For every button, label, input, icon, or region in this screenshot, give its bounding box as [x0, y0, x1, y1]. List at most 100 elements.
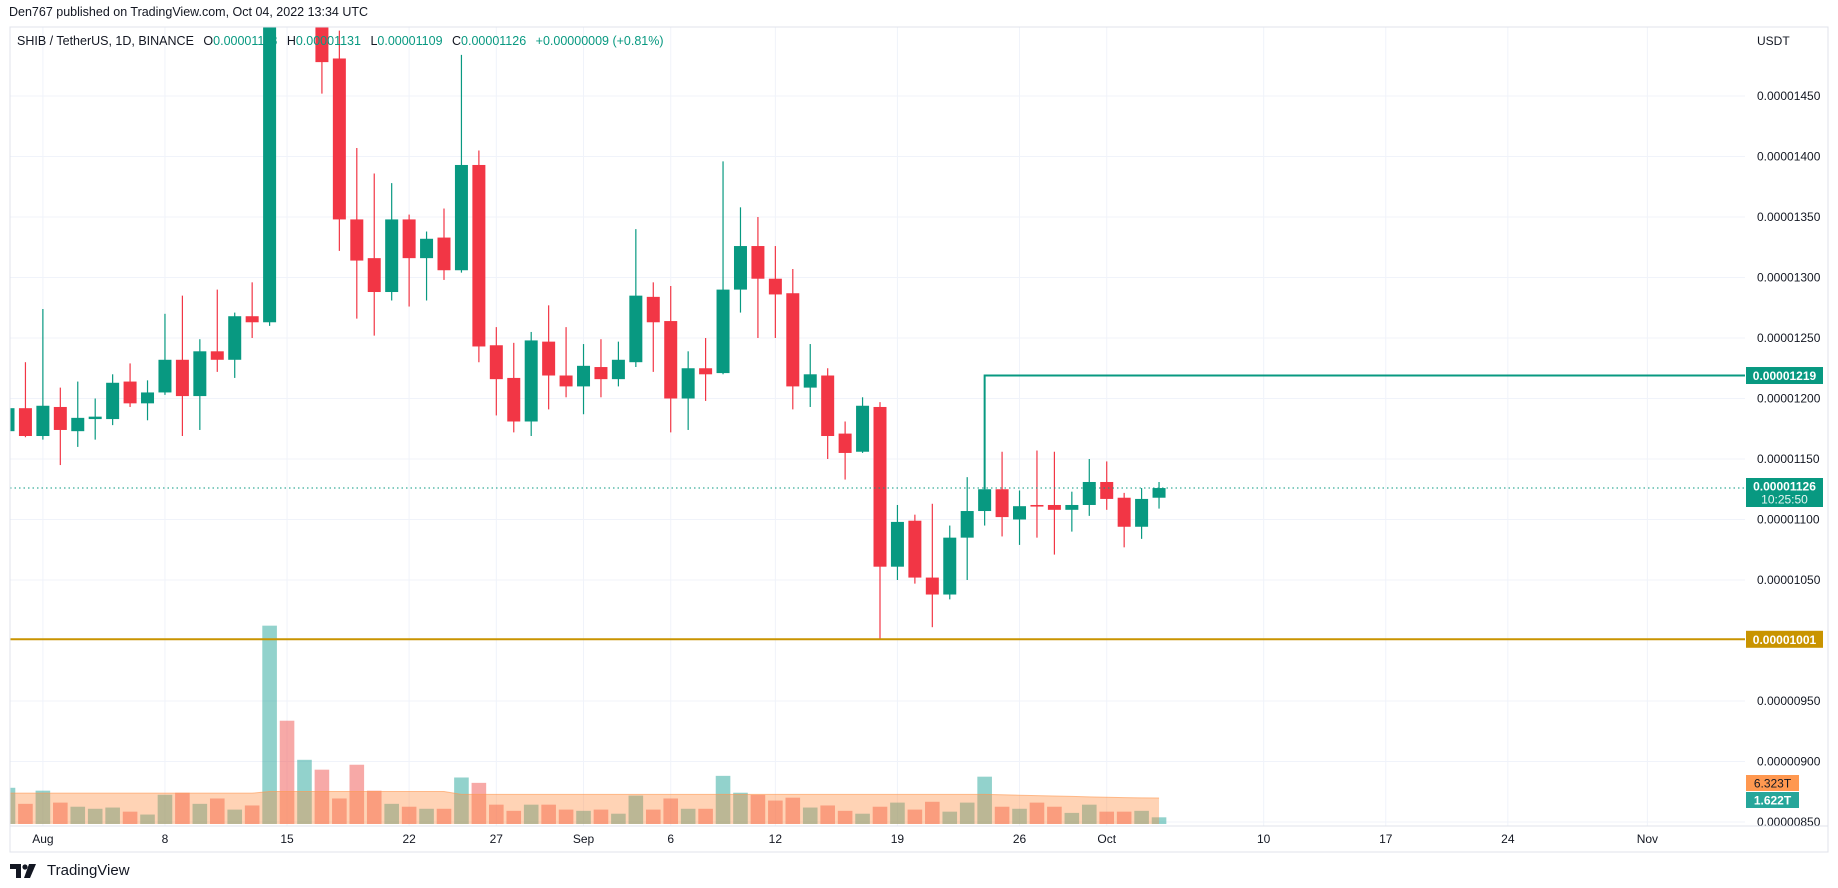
- volume-series: [10, 625, 1167, 824]
- candle[interactable]: [838, 421, 852, 480]
- candle[interactable]: [298, 0, 311, 23]
- candle[interactable]: [594, 339, 608, 398]
- candle[interactable]: [402, 214, 416, 307]
- candle[interactable]: [385, 183, 399, 301]
- candle[interactable]: [1152, 481, 1166, 509]
- candle[interactable]: [245, 282, 259, 338]
- candle[interactable]: [210, 289, 224, 372]
- volume-bar: [1081, 804, 1097, 824]
- candle[interactable]: [524, 331, 538, 437]
- price-axis[interactable]: USDT 0.00001450 0.00001400 0.00001350 0.0000…: [1746, 34, 1823, 829]
- candle[interactable]: [489, 327, 503, 416]
- volume-bar: [994, 806, 1010, 824]
- candle[interactable]: [315, 0, 329, 94]
- candle[interactable]: [1065, 491, 1079, 532]
- candle[interactable]: [1013, 490, 1027, 545]
- volume-bar: [279, 720, 295, 824]
- tradingview-logo-icon: [10, 863, 36, 878]
- candle[interactable]: [1117, 492, 1131, 548]
- candle[interactable]: [507, 342, 521, 433]
- candle-body: [1117, 497, 1131, 527]
- candle[interactable]: [559, 327, 573, 398]
- resistance-level-line[interactable]: [983, 374, 1745, 490]
- last-price-badge: [1746, 478, 1823, 507]
- candle[interactable]: [281, 0, 294, 17]
- candle[interactable]: [36, 308, 50, 440]
- candle[interactable]: [646, 282, 660, 372]
- candle[interactable]: [263, 0, 277, 326]
- candle-body: [158, 359, 172, 393]
- candle[interactable]: [751, 217, 765, 338]
- candle[interactable]: [228, 312, 242, 378]
- candle[interactable]: [681, 351, 695, 430]
- candle[interactable]: [943, 525, 957, 600]
- candle[interactable]: [908, 514, 922, 584]
- candle[interactable]: [699, 338, 713, 401]
- candle[interactable]: [1047, 451, 1061, 555]
- candle[interactable]: [175, 295, 189, 437]
- candle[interactable]: [803, 344, 817, 407]
- candle[interactable]: [367, 173, 381, 336]
- candle[interactable]: [106, 374, 120, 426]
- candle[interactable]: [123, 363, 137, 407]
- candle-body: [856, 405, 870, 452]
- volume-bar: [977, 776, 992, 824]
- open-value: 0.00001118: [213, 34, 278, 48]
- candle-body: [786, 293, 800, 387]
- candle[interactable]: [664, 285, 678, 433]
- candle[interactable]: [18, 362, 32, 438]
- candle-body: [437, 237, 451, 271]
- candle[interactable]: [2, 405, 15, 438]
- candle[interactable]: [786, 269, 800, 410]
- candle[interactable]: [437, 208, 451, 280]
- candle[interactable]: [925, 503, 939, 628]
- candle[interactable]: [960, 477, 974, 580]
- candle-body: [943, 537, 957, 595]
- candle-body: [420, 238, 434, 259]
- candle[interactable]: [350, 148, 364, 319]
- candle[interactable]: [873, 402, 887, 640]
- candle-body: [890, 521, 904, 567]
- candle[interactable]: [733, 207, 747, 313]
- candle[interactable]: [1030, 450, 1044, 538]
- candle[interactable]: [978, 489, 992, 526]
- volume-bar: [489, 804, 504, 824]
- candle-body: [803, 374, 817, 388]
- candle[interactable]: [629, 229, 643, 368]
- candle[interactable]: [716, 161, 730, 375]
- time-tick-label: 15: [280, 832, 294, 846]
- candle[interactable]: [1082, 459, 1096, 516]
- candle[interactable]: [454, 54, 468, 273]
- candle-body: [263, 27, 277, 323]
- candle[interactable]: [542, 305, 556, 410]
- candle[interactable]: [1100, 461, 1114, 510]
- candle[interactable]: [193, 339, 207, 430]
- time-axis[interactable]: Aug 8 15 22 27 Sep 6 12 19 26 Oct 10 17 24 Nov: [10, 825, 1828, 846]
- volume-bar: [209, 798, 225, 824]
- candle[interactable]: [472, 150, 486, 363]
- volume-bar: [768, 800, 783, 824]
- candle[interactable]: [768, 246, 782, 338]
- candle[interactable]: [71, 381, 85, 447]
- candle[interactable]: [856, 397, 870, 453]
- candle[interactable]: [995, 451, 1009, 537]
- candle[interactable]: [332, 30, 346, 251]
- volume-bar: [558, 809, 574, 824]
- candle[interactable]: [890, 504, 904, 580]
- candle[interactable]: [577, 344, 591, 415]
- candle[interactable]: [611, 341, 625, 387]
- candle[interactable]: [88, 398, 102, 440]
- candle-body: [542, 341, 556, 376]
- volume-bar: [401, 806, 417, 824]
- volume-bar: [192, 803, 208, 824]
- candle[interactable]: [53, 387, 67, 466]
- candle[interactable]: [420, 231, 434, 301]
- candle[interactable]: [141, 380, 155, 421]
- candle-body: [123, 381, 137, 404]
- candle[interactable]: [821, 368, 835, 459]
- candle[interactable]: [158, 313, 172, 395]
- candle[interactable]: [1135, 488, 1149, 539]
- volume-bar: [122, 811, 138, 824]
- symbol-name[interactable]: SHIB / TetherUS, 1D, BINANCE: [17, 34, 194, 48]
